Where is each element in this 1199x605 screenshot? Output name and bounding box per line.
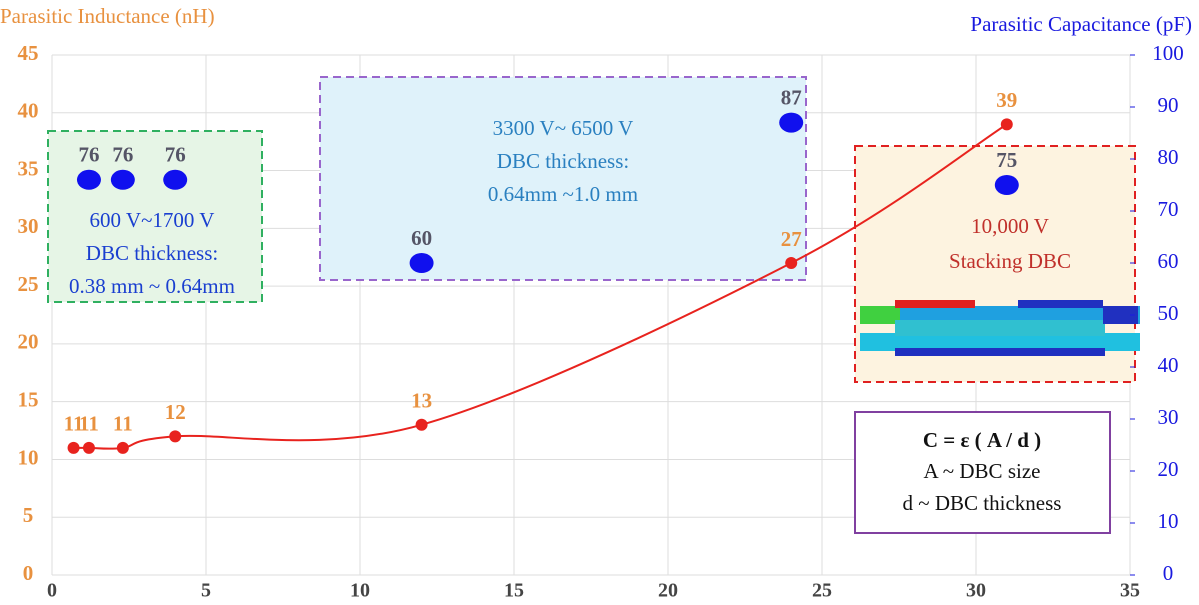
point bbox=[67, 441, 80, 454]
y-tick-label: 0 bbox=[23, 561, 34, 585]
y-tick-label: 25 bbox=[18, 272, 39, 296]
x-tick-label: 20 bbox=[658, 580, 678, 602]
point bbox=[116, 441, 129, 454]
y2-tick-label: 90 bbox=[1158, 93, 1179, 117]
y2-axis-title: Parasitic Capacitance (pF) bbox=[970, 12, 1192, 36]
data-label: 76 bbox=[78, 143, 99, 167]
x-tick-label: 10 bbox=[350, 580, 370, 602]
point bbox=[779, 112, 804, 133]
y2-tick-label: 20 bbox=[1158, 457, 1179, 481]
y-tick-label: 40 bbox=[18, 99, 39, 123]
y2-tick-label: 40 bbox=[1158, 353, 1179, 377]
y-tick-label: 45 bbox=[18, 41, 39, 65]
x-tick-label: 15 bbox=[504, 580, 524, 602]
y2-tick-label: 80 bbox=[1158, 145, 1179, 169]
y2-tick-label: 60 bbox=[1158, 249, 1179, 273]
point bbox=[785, 257, 798, 269]
point bbox=[409, 253, 434, 273]
annotation-text: 600 V~1700 V bbox=[90, 208, 215, 232]
y-tick-label: 5 bbox=[23, 503, 34, 527]
y2-tick-label: 10 bbox=[1158, 509, 1179, 533]
point bbox=[415, 418, 428, 431]
annotation-boxes bbox=[47, 76, 1140, 534]
point bbox=[994, 175, 1019, 195]
y2-tick-label: 70 bbox=[1158, 197, 1179, 221]
y2-tick-label: 100 bbox=[1152, 41, 1184, 65]
y-axis-title: Parasitic Inductance (nH) bbox=[0, 4, 215, 28]
box bbox=[319, 76, 807, 281]
x-tick-label: 30 bbox=[966, 580, 986, 602]
annotation-text: 3300 V~ 6500 V bbox=[493, 116, 634, 140]
point bbox=[1000, 118, 1013, 131]
y-tick-label: 20 bbox=[18, 330, 39, 354]
annotation-text: 0.64mm ~1.0 mm bbox=[488, 182, 638, 206]
annotation-text: 10,000 V bbox=[971, 214, 1049, 238]
y2-tick-label: 30 bbox=[1158, 405, 1179, 429]
line bbox=[73, 123, 1008, 450]
annotation-text: d ~ DBC thickness bbox=[903, 491, 1062, 515]
data-label: 11 bbox=[79, 412, 99, 436]
point bbox=[76, 169, 101, 190]
x-tick-label: 35 bbox=[1120, 580, 1140, 602]
point bbox=[110, 169, 135, 190]
annotation-text: C = ε ( A / d ) bbox=[923, 428, 1041, 452]
annotation-text: DBC thickness: bbox=[497, 149, 629, 173]
point bbox=[82, 441, 95, 454]
stacking-dbc-illustration bbox=[860, 300, 1140, 356]
data-label: 39 bbox=[996, 88, 1017, 112]
point bbox=[169, 430, 182, 443]
y-tick-label: 15 bbox=[18, 387, 39, 411]
annotation-text: 0.38 mm ~ 0.64mm bbox=[69, 274, 235, 298]
data-label: 75 bbox=[996, 148, 1017, 172]
data-label: 60 bbox=[411, 226, 432, 250]
data-label: 87 bbox=[781, 85, 802, 109]
y-tick-label: 30 bbox=[18, 214, 39, 238]
annotation-text: A ~ DBC size bbox=[924, 459, 1041, 483]
data-label: 76 bbox=[112, 143, 133, 167]
data-label: 27 bbox=[781, 227, 802, 251]
y2-tick-label: 50 bbox=[1158, 301, 1179, 325]
data-label: 13 bbox=[411, 389, 432, 413]
data-label: 76 bbox=[165, 143, 186, 167]
annotation-text: Stacking DBC bbox=[949, 249, 1071, 273]
box bbox=[47, 130, 263, 303]
data-label: 11 bbox=[64, 412, 84, 436]
x-tick-label: 5 bbox=[201, 580, 211, 602]
annotation-text: DBC thickness: bbox=[86, 241, 218, 265]
point bbox=[163, 169, 188, 190]
data-label: 11 bbox=[113, 412, 133, 436]
x-tick-label: 25 bbox=[812, 580, 832, 602]
y2-tick-label: 0 bbox=[1163, 561, 1174, 585]
y-tick-label: 10 bbox=[18, 445, 39, 469]
data-label: 12 bbox=[165, 400, 186, 424]
x-tick-label: 0 bbox=[47, 580, 57, 602]
y-tick-label: 35 bbox=[18, 156, 39, 180]
box bbox=[854, 411, 1111, 534]
